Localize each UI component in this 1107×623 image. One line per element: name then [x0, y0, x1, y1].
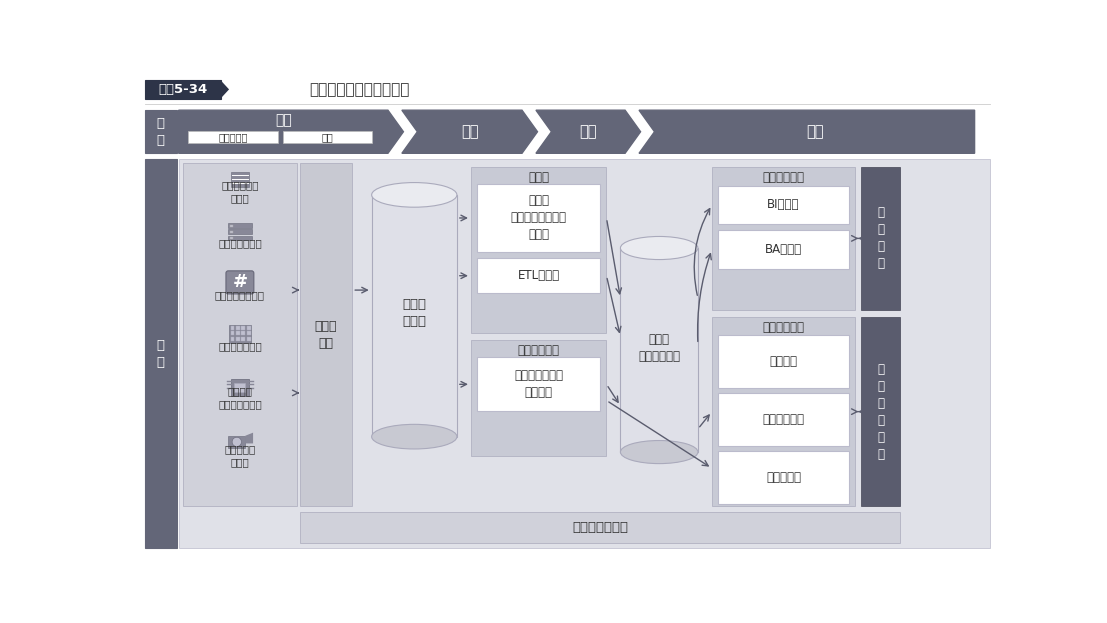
Text: 整形: 整形	[461, 124, 478, 139]
Bar	[712, 167, 856, 310]
Text: システムデータ: システムデータ	[218, 239, 261, 249]
Text: 機
能: 機 能	[157, 117, 165, 147]
Text: 機械学習: 機械学習	[769, 355, 797, 368]
Text: 外
部
企
業: 外 部 企 業	[878, 206, 884, 270]
Ellipse shape	[620, 440, 697, 464]
Ellipse shape	[372, 183, 457, 207]
Bar	[477, 358, 600, 411]
Bar	[228, 235, 251, 240]
Text: データアプリ: データアプリ	[763, 413, 805, 426]
Bar	[183, 163, 298, 506]
Bar	[712, 317, 856, 506]
Text: データ
ウェアハウス: データ ウェアハウス	[638, 333, 680, 363]
Polygon shape	[178, 110, 403, 153]
Bar	[229, 325, 251, 343]
Bar	[718, 231, 849, 269]
Circle shape	[232, 437, 241, 447]
Bar	[145, 110, 177, 153]
Text: 外
部
サ
ー
ビ
ス: 外 部 サ ー ビ ス	[878, 363, 884, 460]
Ellipse shape	[372, 424, 457, 449]
Bar	[230, 337, 235, 341]
Text: センサー
デバイスデータ: センサー デバイスデータ	[218, 386, 261, 409]
Text: 意思決定支援: 意思決定支援	[763, 171, 805, 184]
Polygon shape	[402, 110, 538, 153]
Bar	[718, 451, 849, 503]
Bar	[718, 186, 849, 224]
Bar	[230, 326, 235, 330]
Bar	[230, 231, 232, 233]
Bar	[372, 195, 457, 437]
Bar	[247, 326, 251, 330]
Bar	[236, 331, 240, 335]
Text: BIツール: BIツール	[767, 198, 800, 211]
Bar	[236, 326, 240, 330]
Bar	[247, 331, 251, 335]
Bar	[236, 337, 240, 341]
Text: データ
プリパレーション
ツール: データ プリパレーション ツール	[510, 194, 567, 242]
Text: #: #	[232, 273, 248, 292]
Text: ソーシャルデータ: ソーシャルデータ	[215, 290, 265, 300]
Text: バッチ: バッチ	[528, 171, 549, 184]
Bar	[861, 167, 900, 310]
Text: サービス支援: サービス支援	[763, 321, 805, 334]
Bar	[230, 172, 249, 188]
Text: 映像データ
・・・: 映像データ ・・・	[225, 444, 256, 467]
Text: オープンデータ: オープンデータ	[218, 341, 261, 351]
Bar	[230, 225, 232, 227]
Text: 他システム等
データ: 他システム等 データ	[221, 180, 259, 204]
Bar	[230, 379, 249, 396]
Text: 保管: 保管	[322, 132, 333, 142]
Bar	[718, 393, 849, 445]
Text: 技
術: 技 術	[157, 339, 165, 369]
Bar	[282, 131, 372, 143]
Polygon shape	[220, 80, 229, 98]
Bar	[718, 335, 849, 388]
Text: ETLツール: ETLツール	[518, 269, 560, 282]
Bar	[145, 159, 177, 548]
Bar	[861, 317, 900, 506]
Bar	[230, 237, 232, 239]
Text: 図表5-34: 図表5-34	[158, 83, 207, 96]
Bar	[230, 331, 235, 335]
Bar	[477, 258, 600, 293]
Text: 収集: 収集	[275, 113, 291, 127]
Bar	[228, 223, 251, 228]
Text: 転送・収集: 転送・収集	[218, 132, 248, 142]
Polygon shape	[246, 432, 254, 444]
Bar	[247, 337, 251, 341]
Bar	[470, 167, 607, 333]
Text: リアルタイム: リアルタイム	[518, 344, 560, 357]
Text: ストリーミング
処理基盤: ストリーミング 処理基盤	[514, 369, 563, 399]
Bar	[178, 159, 990, 548]
Bar	[188, 131, 278, 143]
Bar	[241, 337, 246, 341]
Bar	[477, 184, 600, 252]
Text: データカタログ: データカタログ	[572, 521, 628, 534]
Text: BAツール: BAツール	[765, 243, 803, 256]
Polygon shape	[639, 110, 974, 153]
Bar	[470, 340, 607, 456]
Ellipse shape	[620, 237, 697, 260]
Bar	[228, 435, 246, 448]
Text: データ
ハブ: データ ハブ	[314, 320, 338, 350]
Bar	[300, 163, 352, 506]
Bar	[300, 512, 900, 543]
Bar	[228, 229, 251, 234]
Bar	[241, 331, 246, 335]
Text: データ活用基盤の全体像: データ活用基盤の全体像	[309, 82, 410, 97]
FancyBboxPatch shape	[226, 271, 254, 294]
Bar	[235, 383, 246, 392]
Text: データ連携: データ連携	[766, 471, 801, 484]
Bar	[145, 80, 220, 98]
Text: 蓄積: 蓄積	[579, 124, 597, 139]
Bar	[241, 326, 246, 330]
Text: 活用: 活用	[806, 124, 824, 139]
Bar	[620, 248, 697, 452]
Polygon shape	[536, 110, 641, 153]
Text: データ
レイク: データ レイク	[402, 298, 426, 328]
